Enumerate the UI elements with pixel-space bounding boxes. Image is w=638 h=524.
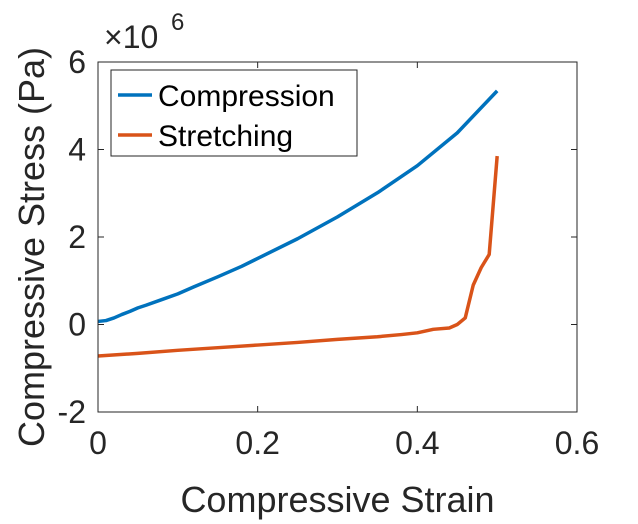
- ticks-layer: [97, 61, 578, 413]
- legend-box: [110, 69, 358, 157]
- y-axis-title: Compressive Stress (Pa): [11, 47, 52, 447]
- y-tick-label: 6: [68, 44, 86, 80]
- x-tick-label: 0.6: [555, 425, 599, 461]
- x-axis-title: Compressive Strain: [180, 479, 494, 520]
- y-axis-exponent-base: ×10: [104, 19, 158, 55]
- x-tick-label: 0.2: [235, 425, 279, 461]
- x-tick-label: 0.4: [395, 425, 439, 461]
- y-tick-label: 0: [68, 307, 86, 343]
- legend-label-compression: Compression: [158, 80, 335, 113]
- series-line-compression: [97, 89, 499, 324]
- y-axis-exponent-power: 6: [171, 9, 184, 36]
- y-axis-exponent: ×10 6: [104, 9, 184, 55]
- y-tick-label: -2: [58, 394, 86, 430]
- series-line-stretching: [97, 155, 499, 358]
- y-tick-label: 2: [68, 219, 86, 255]
- y-tick-label: 4: [68, 132, 86, 168]
- series-layer: [97, 89, 499, 358]
- legend: Compression Stretching: [110, 69, 358, 157]
- legend-label-stretching: Stretching: [158, 120, 293, 153]
- x-tick-label: 0: [89, 425, 107, 461]
